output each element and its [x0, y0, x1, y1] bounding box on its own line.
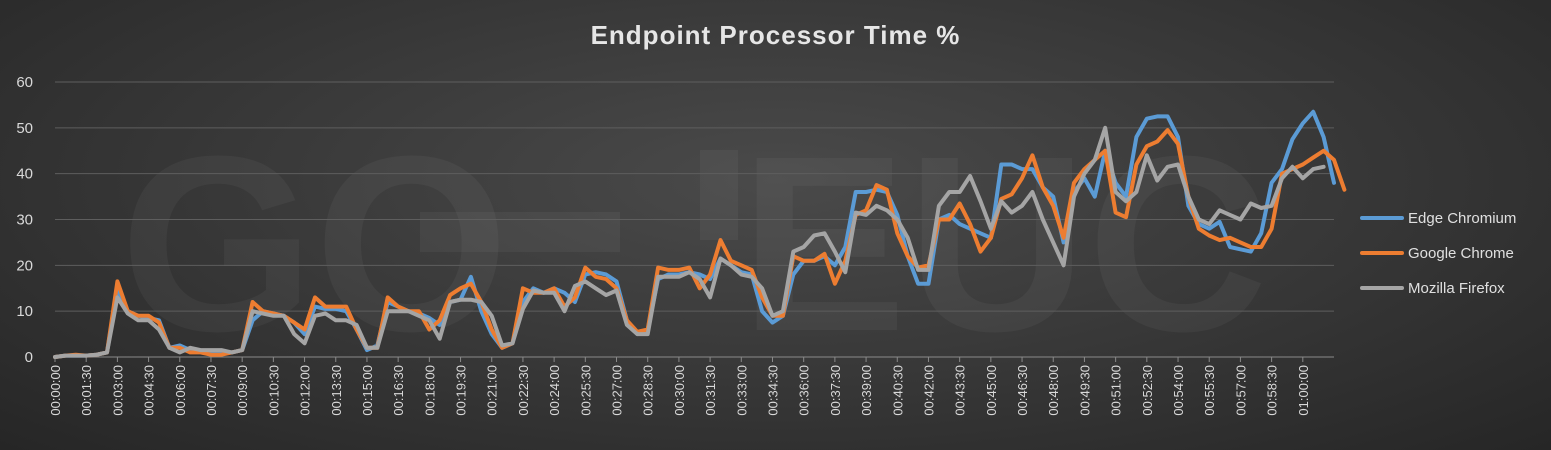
legend-label: Google Chrome	[1408, 245, 1514, 262]
x-tick-label: 00:24:00	[547, 365, 562, 416]
x-tick-label: 00:34:30	[765, 365, 780, 416]
watermark-dash	[420, 212, 620, 252]
x-tick-label: 00:12:00	[298, 365, 313, 416]
y-tick-label: 0	[25, 349, 33, 366]
x-tick-label: 00:07:30	[204, 365, 219, 416]
x-tick-label: 00:10:30	[266, 365, 281, 416]
grid	[55, 81, 1334, 358]
series-group	[53, 109, 1347, 359]
x-tick-label: 00:13:30	[329, 365, 344, 416]
x-tick-label: 00:28:30	[641, 365, 656, 416]
x-tick-label: 00:03:00	[110, 365, 125, 416]
chart-title: Endpoint Processor Time %	[590, 20, 961, 50]
x-tick-label: 00:58:30	[1265, 365, 1280, 416]
y-axis: 0 10 20 30 40 50 60	[16, 74, 33, 366]
x-tick-label: 00:16:30	[391, 365, 406, 416]
x-tick-label: 00:01:30	[79, 365, 94, 416]
x-tick-label: 00:57:00	[1233, 365, 1248, 416]
watermark-logo: GO EUC	[120, 104, 1268, 383]
legend-label: Edge Chromium	[1408, 210, 1516, 227]
y-tick-label: 20	[16, 257, 33, 274]
x-tick-label: 00:27:00	[610, 365, 625, 416]
x-tick-label: 00:46:30	[1015, 365, 1030, 416]
x-tick-label: 00:39:00	[859, 365, 874, 416]
watermark-text-euc: EUC	[740, 104, 1268, 383]
x-tick-label: 00:42:00	[921, 365, 936, 416]
y-tick-label: 60	[16, 74, 33, 91]
x-tick-label: 00:06:00	[173, 365, 188, 416]
series-line-mozilla-firefox	[53, 125, 1326, 359]
x-tick-label: 00:25:30	[578, 365, 593, 416]
x-axis: 00:00:00 00:01:30 00:03:00 00:04:30 00:06:00…	[48, 357, 1311, 416]
x-tick-label: 00:33:00	[734, 365, 749, 416]
x-tick-label: 00:49:30	[1077, 365, 1092, 416]
x-tick-label: 00:37:30	[828, 365, 843, 416]
watermark-text-go: GO	[120, 104, 509, 383]
x-tick-label: 00:51:00	[1109, 365, 1124, 416]
x-tick-label: 00:54:00	[1171, 365, 1186, 416]
x-tick-label: 00:45:00	[984, 365, 999, 416]
x-tick-label: 00:09:00	[235, 365, 250, 416]
x-tick-label: 00:52:30	[1140, 365, 1155, 416]
x-tick-label: 00:18:00	[422, 365, 437, 416]
x-tick-label: 00:22:30	[516, 365, 531, 416]
x-tick-label: 00:19:30	[454, 365, 469, 416]
x-tick-label: 00:30:00	[672, 365, 687, 416]
x-tick-label: 01:00:00	[1296, 365, 1311, 416]
legend-label: Mozilla Firefox	[1408, 280, 1505, 297]
legend: Edge Chromium Google Chrome Mozilla Firefo…	[1360, 210, 1516, 297]
x-tick-label: 00:48:00	[1046, 365, 1061, 416]
x-tick-label: 00:15:00	[360, 365, 375, 416]
x-tick-label: 00:55:30	[1202, 365, 1217, 416]
y-tick-label: 50	[16, 120, 33, 137]
x-tick-label: 00:36:00	[797, 365, 812, 416]
x-tick-label: 00:43:30	[953, 365, 968, 416]
y-tick-label: 10	[16, 303, 33, 320]
x-tick-label: 00:40:30	[890, 365, 905, 416]
y-tick-label: 40	[16, 166, 33, 183]
x-tick-label: 00:00:00	[48, 365, 63, 416]
x-tick-label: 00:21:00	[485, 365, 500, 416]
watermark-bar	[700, 150, 738, 240]
y-tick-label: 30	[16, 212, 33, 229]
x-tick-label: 00:04:30	[142, 365, 157, 416]
x-tick-label: 00:31:30	[703, 365, 718, 416]
